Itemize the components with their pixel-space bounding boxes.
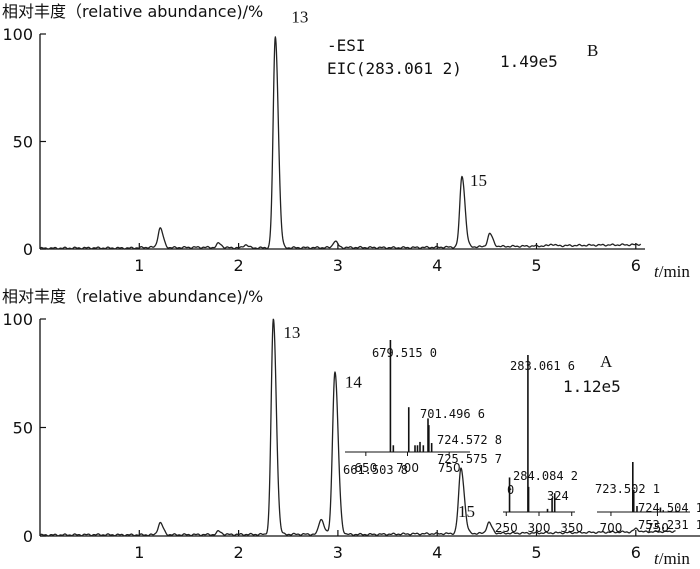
panel-a: 相对丰度（relative abundance)/% 0 50 100 1 2 3 4 5 6… xyxy=(2,287,700,568)
peak-label-15: 15 xyxy=(470,171,487,190)
inset-tick-label: 350 xyxy=(560,521,583,535)
inset-mz-label: 661.503 8 xyxy=(343,463,408,477)
panel-b-eic: EIC(283.061 2) xyxy=(327,59,462,78)
panel-a-chromatogram-trace xyxy=(39,318,676,537)
inset-mz-label: 701.496 6 xyxy=(420,407,485,421)
inset-mz-label: 724.572 8 xyxy=(437,433,502,447)
panel-b-chromatogram-trace xyxy=(39,36,642,250)
inset-tick-label: 300 xyxy=(528,521,551,535)
x-tick-label: 5 xyxy=(531,256,541,275)
peak-label-13: 13 xyxy=(291,7,308,26)
panel-b-label: B xyxy=(587,41,598,60)
panel-a-max-intensity: 1.12e5 xyxy=(563,377,621,396)
inset-tick-label: 650 xyxy=(354,461,377,475)
y-tick-label: 0 xyxy=(23,240,33,259)
panel-b-x-axis-title: t/min xyxy=(654,262,690,281)
inset-mz-label: 724.504 1 xyxy=(638,501,700,515)
peak-label-14: 14 xyxy=(345,372,363,391)
inset-mz-label: 725.575 7 xyxy=(437,452,502,466)
panel-b-ion-mode: -ESI xyxy=(327,36,366,55)
panel-b-y-axis-title: 相对丰度（relative abundance)/% xyxy=(2,2,263,21)
panel-a-x-ticks: 1 2 3 4 5 6 xyxy=(134,530,641,562)
x-tick-label: 2 xyxy=(234,543,244,562)
peak-label-15: 15 xyxy=(458,502,475,521)
inset-spectrum-1: 650 700 750 679.515 0 701.496 6 724.572 8 725.… xyxy=(343,340,502,477)
inset-tick-label: 700 xyxy=(599,521,622,535)
x-tick-label: 1 xyxy=(134,543,144,562)
panel-a-y-axis-title: 相对丰度（relative abundance)/% xyxy=(2,287,263,306)
panel-a-label: A xyxy=(600,352,613,371)
x-tick-label: 4 xyxy=(432,256,442,275)
y-tick-label: 0 xyxy=(23,527,33,546)
inset-tick-label: 700 xyxy=(396,461,419,475)
inset-tick-label: 750 xyxy=(438,461,461,475)
panel-b-peak-labels: 13 15 xyxy=(291,7,487,190)
panel-b-x-axis-title-unit: /min xyxy=(659,262,691,281)
panel-b-x-axis-title-italic: t xyxy=(654,262,660,281)
panel-a-x-axis-title-italic: t xyxy=(654,549,660,568)
inset-mz-label: 753.231 1 xyxy=(638,518,700,532)
x-tick-label: 1 xyxy=(134,256,144,275)
inset-mz-label: 324 xyxy=(547,489,569,503)
y-tick-label: 100 xyxy=(2,310,33,329)
x-tick-label: 6 xyxy=(631,543,641,562)
x-tick-label: 2 xyxy=(234,256,244,275)
inset-spectrum-2: 250 300 350 0 283.061 6 284.084 2 324 xyxy=(495,355,583,535)
mass-spectrum-insets: 650 700 750 679.515 0 701.496 6 724.572 8 725.… xyxy=(343,340,700,535)
panel-a-y-ticks: 0 50 100 xyxy=(2,310,46,546)
panel-b-y-ticks: 0 50 100 xyxy=(2,25,46,259)
panel-b-max-intensity: 1.49e5 xyxy=(500,52,558,71)
peak-label-13: 13 xyxy=(283,323,300,342)
inset-tick-label: 750 xyxy=(646,521,669,535)
inset-spectrum-3: 700 750 723.502 1 724.504 1 753.231 1 xyxy=(595,462,700,535)
y-tick-label: 50 xyxy=(13,419,33,438)
x-tick-label: 5 xyxy=(531,543,541,562)
inset-mz-label: 723.502 1 xyxy=(595,482,660,496)
panel-a-x-axis-title-unit: /min xyxy=(659,549,691,568)
x-tick-label: 3 xyxy=(333,543,343,562)
inset-mz-label: 283.061 6 xyxy=(510,359,575,373)
panel-a-peak-labels: 13 14 15 xyxy=(283,323,475,521)
x-tick-label: 4 xyxy=(432,543,442,562)
y-tick-label: 100 xyxy=(2,25,33,44)
y-tick-label: 50 xyxy=(13,133,33,152)
x-tick-label: 6 xyxy=(631,256,641,275)
x-tick-label: 3 xyxy=(333,256,343,275)
inset-tick-label: 250 xyxy=(495,521,518,535)
panel-a-x-axis-title: t/min xyxy=(654,549,690,568)
panel-b: 相对丰度（relative abundance)/% 0 50 100 1 2 3 4 5 6… xyxy=(2,2,690,281)
inset-mz-label: 0 xyxy=(507,483,514,497)
inset-mz-label: 679.515 0 xyxy=(372,346,437,360)
inset-mz-label: 284.084 2 xyxy=(513,469,578,483)
